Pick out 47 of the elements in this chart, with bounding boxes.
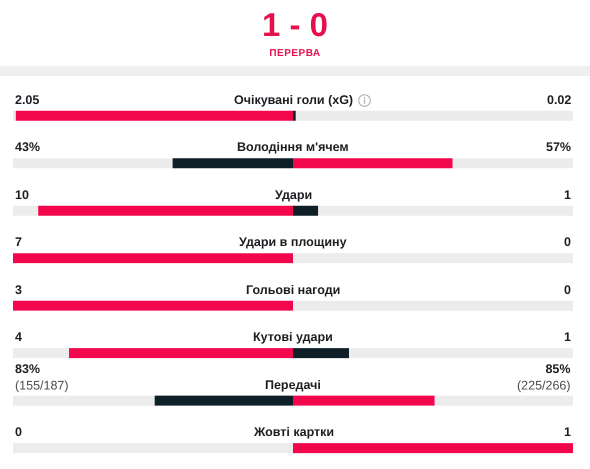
chart-subtitle: ПЕРЕРВА bbox=[269, 48, 321, 60]
annotation: 57% bbox=[546, 140, 572, 154]
annotation: 43% bbox=[15, 140, 40, 154]
annotation: 0 bbox=[564, 283, 571, 297]
annotation: 4 bbox=[15, 330, 22, 344]
bar bbox=[13, 348, 69, 358]
annotation: 10 bbox=[15, 188, 29, 202]
bar bbox=[293, 348, 349, 358]
y-tick-label: Кутові удари bbox=[253, 330, 333, 344]
y-tick-label: Володіння м'ячем bbox=[237, 140, 349, 154]
bar bbox=[69, 348, 293, 358]
bar bbox=[296, 110, 573, 121]
y-tick-label: Передачі bbox=[265, 378, 321, 392]
bar bbox=[13, 443, 293, 454]
annotation: 1 bbox=[564, 188, 571, 202]
annotation: 85% (225/266) bbox=[517, 362, 571, 392]
y-tick-label: Очікувані голи (xG) bbox=[234, 93, 354, 107]
annotation: 0 bbox=[15, 425, 22, 439]
bar bbox=[16, 110, 293, 121]
annotation: 7 bbox=[15, 235, 22, 249]
chart-title: 1 - 0 bbox=[262, 6, 328, 44]
bar bbox=[13, 300, 293, 311]
y-tick-label: Гольові нагоди bbox=[246, 283, 340, 297]
y-tick-label: Жовті картки bbox=[253, 425, 334, 439]
bar bbox=[293, 206, 318, 216]
bar bbox=[13, 253, 293, 264]
y-tick-label: Удари в площину bbox=[239, 235, 347, 249]
annotation: 83% (155/187) bbox=[15, 362, 69, 392]
bar bbox=[434, 396, 573, 406]
annotation: 1 bbox=[564, 425, 571, 439]
bar bbox=[293, 110, 296, 121]
annotation: 1 bbox=[564, 330, 571, 344]
bar bbox=[13, 110, 16, 121]
bar bbox=[349, 348, 573, 358]
bar bbox=[293, 253, 573, 264]
annotation: 3 bbox=[15, 283, 22, 297]
annotation: 0.02 bbox=[547, 93, 572, 107]
bar bbox=[452, 158, 573, 168]
bar bbox=[38, 206, 293, 216]
bar bbox=[318, 206, 573, 216]
y-tick-label: Удари bbox=[275, 188, 312, 202]
bar bbox=[13, 206, 38, 216]
bar bbox=[13, 396, 155, 406]
annotation: 2.05 bbox=[15, 93, 40, 107]
annotation: 0 bbox=[564, 235, 571, 249]
bar bbox=[293, 300, 573, 311]
bar bbox=[13, 158, 173, 168]
